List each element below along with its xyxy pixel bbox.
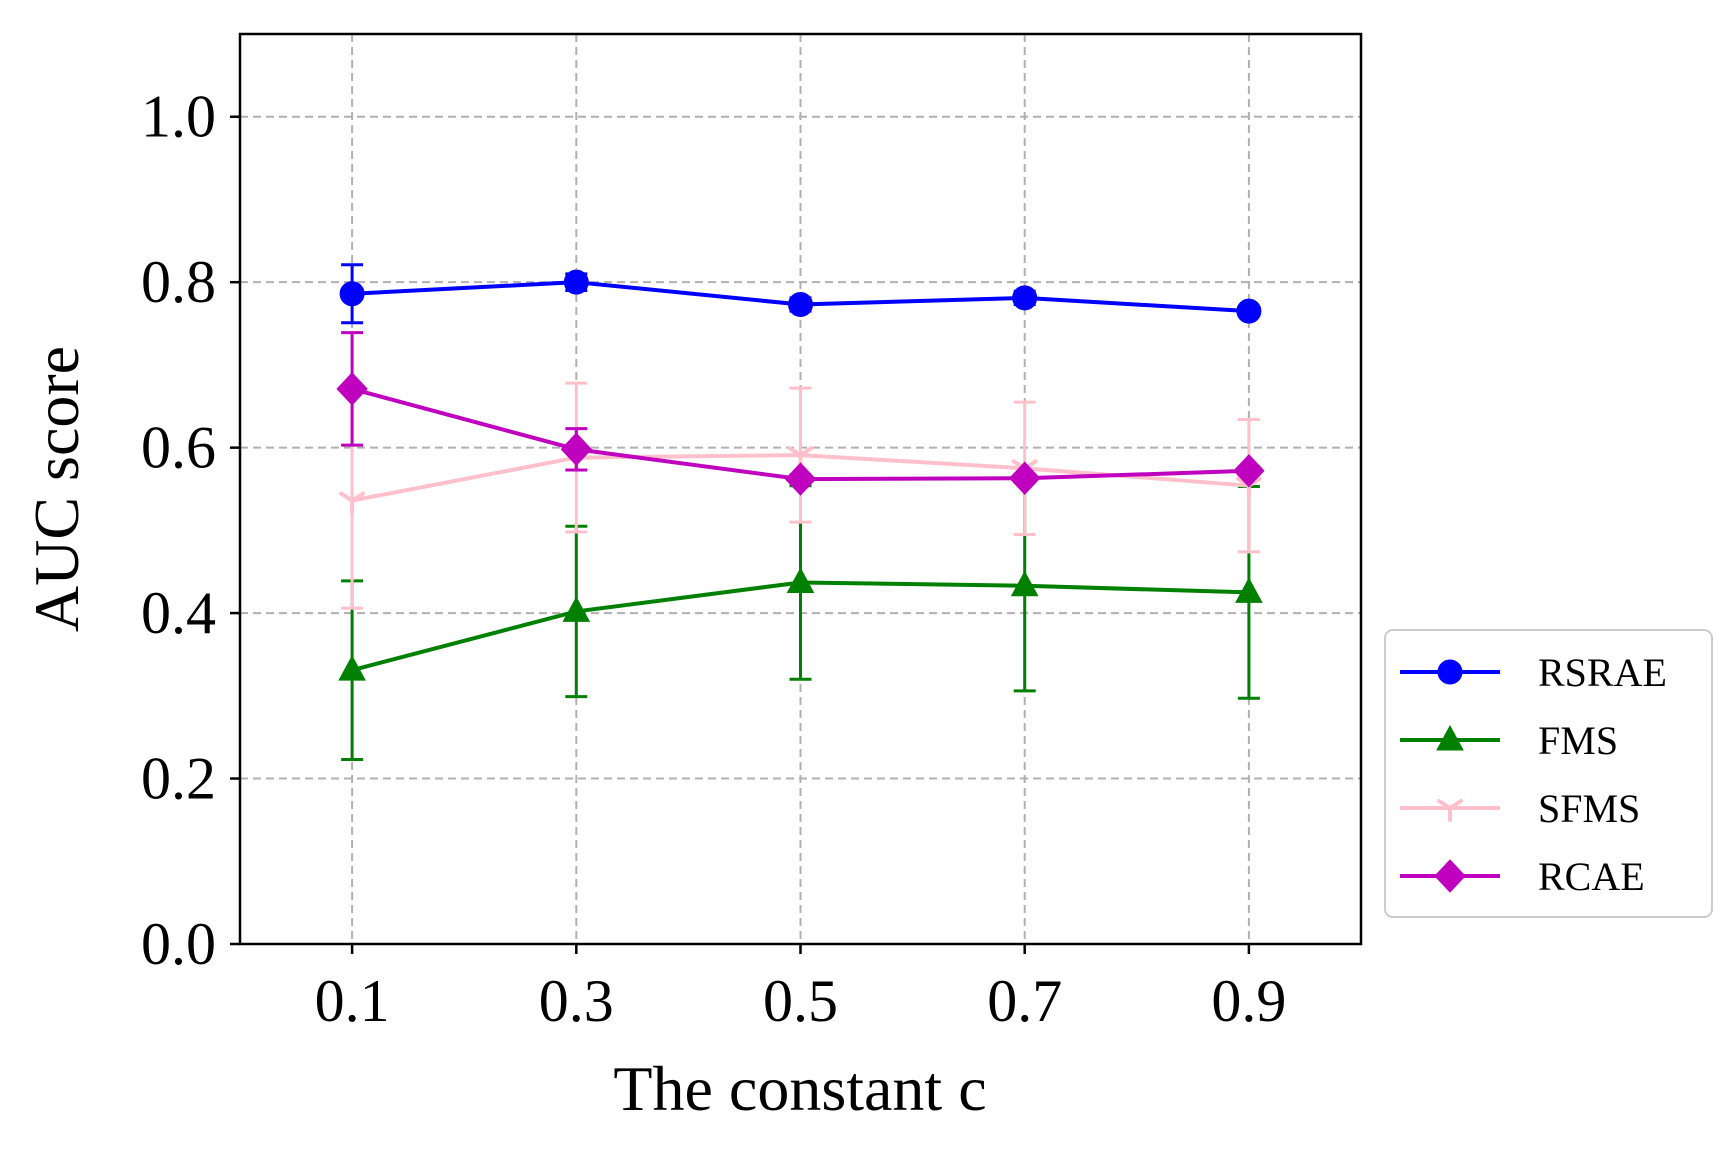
legend-marker-rcae	[1434, 859, 1466, 893]
data-point-rsrae	[788, 292, 813, 318]
legend: RSRAE FMS SFMS RCAE	[1384, 629, 1713, 918]
series-rcae	[336, 331, 1265, 496]
y-tick-label: 0.6	[141, 415, 216, 481]
legend-item-sfms: SFMS	[1400, 786, 1640, 831]
legend-frame	[1384, 629, 1713, 918]
legend-item-rcae: RCAE	[1400, 854, 1645, 899]
data-point-rcae	[560, 432, 592, 467]
y-axis-title: AUC score	[21, 346, 92, 632]
data-point-rsrae	[563, 269, 589, 295]
y-tick-label: 0.4	[141, 580, 216, 646]
legend-marker-rsrae	[1437, 659, 1463, 685]
series-layer	[336, 263, 1265, 762]
legend-item-fms: FMS	[1400, 718, 1618, 763]
x-axis-title: The constant c	[613, 1053, 986, 1124]
y-tick-label: 0.2	[141, 746, 216, 812]
x-tick-label: 0.9	[1211, 968, 1286, 1034]
data-point-fms	[786, 567, 815, 593]
data-point-rsrae	[1236, 298, 1262, 324]
x-tick-label: 0.1	[315, 968, 390, 1034]
data-point-fms	[562, 596, 591, 622]
legend-label-rsrae: RSRAE	[1538, 650, 1667, 695]
legend-marker-sfms	[1437, 799, 1463, 822]
data-point-fms	[1235, 577, 1263, 603]
legend-marker-fms	[1436, 724, 1464, 751]
data-point-rcae	[784, 462, 817, 496]
legend-label-rcae: RCAE	[1538, 854, 1645, 899]
x-tick-label: 0.5	[763, 968, 838, 1034]
y-tick-label: 1.0	[141, 84, 216, 150]
data-point-rcae	[1009, 461, 1041, 495]
x-tick-label: 0.3	[539, 968, 614, 1034]
data-point-rcae	[336, 372, 368, 406]
y-tick-label: 0.0	[141, 911, 216, 977]
data-point-rcae	[1233, 454, 1265, 488]
data-point-rsrae	[1012, 285, 1038, 311]
ticks: 0.1 0.3 0.5 0.7 0.9 0.0 0.2 0.4 0.6 0.8 1.0	[141, 84, 1286, 1034]
y-tick-label: 0.8	[141, 249, 216, 315]
series-rsrae	[339, 263, 1262, 325]
x-tick-label: 0.7	[987, 968, 1062, 1034]
data-point-fms	[1010, 570, 1039, 597]
data-point-fms	[338, 655, 366, 681]
data-point-rsrae	[339, 281, 365, 307]
legend-item-rsrae: RSRAE	[1400, 650, 1667, 695]
legend-label-sfms: SFMS	[1538, 786, 1640, 831]
legend-label-fms: FMS	[1538, 718, 1618, 763]
data-point-sfms	[339, 491, 366, 515]
